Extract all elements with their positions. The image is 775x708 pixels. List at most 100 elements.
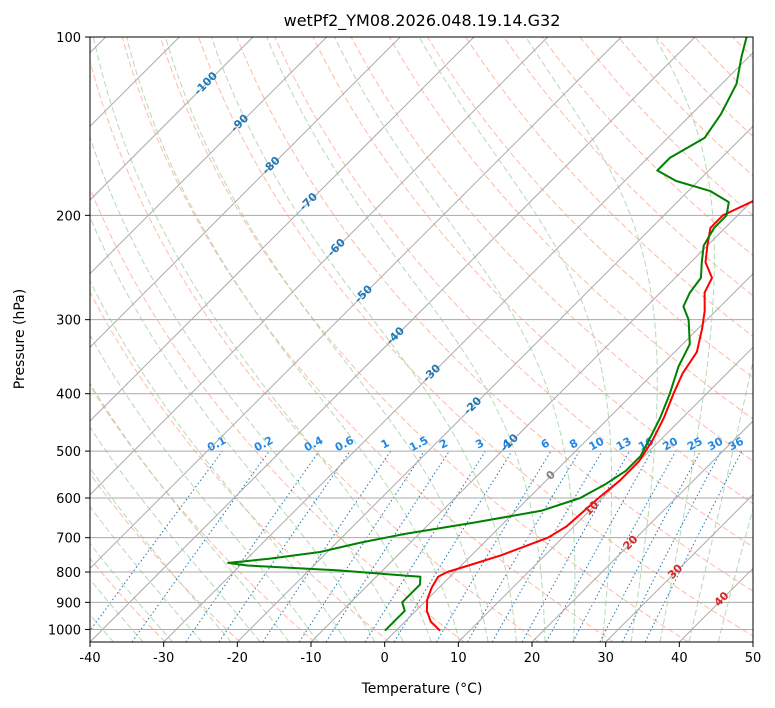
y-tick-label: 200 (56, 209, 81, 224)
y-tick-label: 900 (56, 596, 81, 611)
isotherm-gridline (163, 51, 753, 642)
isotherm-gridline (90, 37, 401, 349)
x-tick-label: 0 (381, 651, 389, 666)
moist-adiabats (90, 37, 753, 642)
isobar-gridlines (90, 37, 753, 630)
mixing-ratio-line (621, 450, 722, 642)
y-tick-label: 600 (56, 492, 81, 507)
isotherm-gridline (90, 37, 475, 422)
moist-adiabat (334, 37, 576, 642)
moist-adiabat (90, 467, 232, 642)
dry-adiabat (90, 186, 465, 642)
mixing-ratio-line (185, 450, 320, 642)
mixing-ratio-label: 13 (614, 435, 634, 454)
x-tick-label: -40 (79, 651, 100, 666)
dry-adiabat (503, 37, 753, 297)
y-tick-label: 800 (56, 566, 81, 581)
mixing-ratio-label: 6 (539, 436, 552, 451)
mixing-ratio-label: 3 (473, 436, 486, 451)
mixing-ratio-label: 2 (437, 436, 450, 451)
isotherm-gridline (457, 346, 753, 642)
y-tick-label: 1000 (48, 623, 81, 638)
dry-adiabat (274, 37, 753, 548)
moist-adiabat (717, 506, 753, 642)
isotherm-gridlines (90, 37, 753, 642)
x-tick-label: 30 (597, 651, 614, 666)
isotherm-gridline (531, 420, 753, 642)
temperature-line (425, 200, 753, 632)
y-axis-ticks: 100 200 300 400 500 600 700 800 900 1000 (48, 31, 90, 638)
dry-adiabat (350, 37, 753, 462)
y-axis-label: Pressure (hPa) (12, 289, 28, 389)
dry-adiabat (159, 37, 689, 642)
isotherm-gridline (90, 37, 254, 201)
isotherm-gridline (90, 37, 696, 642)
x-tick-label: 10 (450, 651, 467, 666)
mixing-ratio-line (644, 450, 743, 642)
isotherm-gridline (678, 567, 753, 642)
isotherm-gridline (90, 37, 549, 496)
dry-adiabat (90, 384, 316, 642)
dry-adiabat (694, 37, 753, 98)
mixing-ratio-line (325, 450, 450, 642)
dry-adiabat (541, 37, 753, 257)
isotherm-gridline (605, 493, 753, 642)
dry-adiabat (771, 37, 775, 642)
mixing-ratio-line (131, 450, 270, 642)
moist-adiabat (525, 37, 658, 642)
isotherm-gridline (90, 37, 622, 570)
moist-adiabat (210, 37, 517, 642)
dry-adiabat (90, 557, 166, 642)
moist-adiabat (90, 334, 319, 642)
dry-adiabat (388, 37, 753, 420)
moist-adiabat (164, 37, 489, 642)
moist-adiabat (654, 37, 715, 642)
isotherm-gridline (752, 641, 753, 642)
dry-adiabat (732, 37, 753, 59)
moist-adiabat (90, 215, 376, 642)
chart-title: wetPf2_YM08.2026.048.19.14.G32 (284, 11, 561, 31)
sounding-series (227, 37, 753, 632)
mixing-ratio-lines: 0.1 0.2 0.4 0.6 1 1.5 2 3 4 6 8 10 13 16 20 25 30 36 (90, 434, 746, 642)
moist-adiabat (688, 358, 753, 642)
y-tick-label: 100 (56, 31, 81, 46)
mixing-ratio-line (298, 450, 425, 642)
mixing-ratio-line (218, 450, 351, 642)
dry-adiabat (656, 37, 753, 138)
moist-adiabat (90, 578, 144, 642)
moist-adiabat (92, 37, 432, 642)
mixing-ratio-label: 25 (685, 435, 705, 454)
plot-area: 0.1 0.2 0.4 0.6 1 1.5 2 3 4 6 8 10 13 16 20 25 30 36 -100… (90, 37, 775, 642)
mixing-ratio-line (599, 450, 701, 642)
y-tick-label: 400 (56, 388, 81, 403)
x-tick-label: 40 (671, 651, 688, 666)
y-tick-label: 500 (56, 445, 81, 460)
mixing-ratio-label: 20 (660, 435, 680, 454)
mixing-ratio-label: 30 (706, 435, 726, 454)
mixing-ratio-label: 36 (726, 435, 746, 454)
dry-adiabat (90, 59, 540, 642)
dry-adiabat (90, 291, 390, 642)
moist-adiabat (90, 542, 173, 642)
x-axis-ticks: -40 -30 -20 -10 0 10 20 30 40 50 (79, 642, 761, 666)
moist-adiabat (90, 426, 261, 642)
plot-frame (89, 36, 754, 643)
mixing-ratio-line (393, 450, 513, 642)
isotherm-gridline (236, 125, 753, 642)
mixing-ratio-line (572, 450, 677, 642)
x-tick-label: 50 (745, 651, 762, 666)
mixing-ratio-line (545, 450, 653, 642)
dry-adiabat (426, 37, 753, 378)
dry-adiabat (465, 37, 753, 338)
mixing-ratio-line (435, 450, 552, 642)
mixing-ratio-label: 1 (379, 436, 392, 451)
y-tick-label: 300 (56, 314, 81, 329)
x-tick-label: 20 (524, 651, 541, 666)
moist-adiabat (90, 382, 290, 642)
moist-adiabat (90, 135, 404, 642)
mixing-ratio-label: 10 (587, 435, 607, 454)
dry-adiabat (90, 472, 241, 642)
x-tick-label: -30 (153, 651, 174, 666)
x-tick-label: -20 (227, 651, 248, 666)
